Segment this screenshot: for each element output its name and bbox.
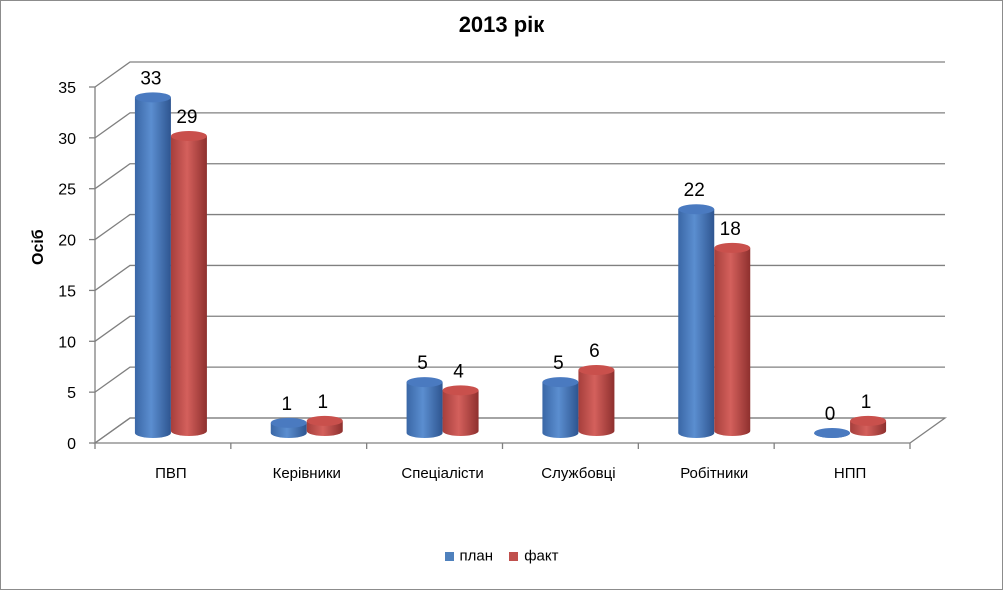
y-tick-label-20: 20: [58, 233, 76, 250]
bar-план-4: [678, 204, 715, 438]
bar-body: [442, 390, 479, 437]
y-tick-label-30: 30: [58, 131, 76, 148]
bar-план-2: [406, 377, 443, 438]
legend-item-plan: план: [444, 547, 494, 565]
x-tick-label-4: Робітники: [680, 465, 748, 482]
bar-факт-2: [442, 385, 479, 437]
data-label-план-2: 5: [417, 353, 428, 374]
y-tick-label-0: 0: [67, 436, 76, 453]
y-tick-label-25: 25: [58, 182, 76, 199]
bar-body: [406, 382, 443, 438]
legend-item-fact: факт: [509, 547, 558, 565]
data-label-план-3: 5: [553, 353, 564, 374]
bar-план-0: [134, 92, 171, 438]
bar-top: [134, 92, 171, 103]
gridline-25: [94, 163, 945, 190]
data-label-план-4: 22: [684, 180, 705, 201]
bar-top: [714, 242, 751, 253]
bars: 33 29 1 1 5 4 5 6 22 18 0 1: [134, 68, 887, 438]
bar-план-3: [542, 377, 579, 438]
bar-top: [170, 131, 207, 142]
data-label-план-5: 0: [825, 404, 836, 425]
data-label-факт-2: 4: [453, 361, 464, 382]
gridline-20: [94, 213, 945, 241]
bar-top: [578, 364, 615, 375]
y-tick-label-15: 15: [58, 283, 76, 300]
bar-top: [850, 415, 887, 426]
bar-план-5: [814, 428, 851, 438]
x-tick-label-5: НПП: [834, 465, 866, 482]
legend-label-plan: план: [459, 547, 494, 565]
bar-факт-0: [170, 131, 207, 437]
data-label-план-1: 1: [281, 394, 292, 415]
bar-body: [134, 97, 171, 438]
data-label-факт-1: 1: [317, 392, 328, 413]
x-tick-label-0: ПВП: [155, 465, 187, 482]
bar-body: [170, 136, 207, 437]
data-label-факт-4: 18: [720, 219, 741, 240]
legend-swatch-fact: [509, 551, 519, 561]
bar-факт-3: [578, 364, 615, 437]
x-tick-label-1: Керівники: [273, 465, 341, 482]
legend: план факт: [0, 547, 1003, 565]
gridline-10: [94, 315, 945, 342]
bar-body: [714, 247, 751, 437]
data-label-план-0: 33: [140, 68, 161, 89]
bar-план-1: [270, 417, 307, 438]
bar-body: [678, 209, 715, 438]
gridlines: [94, 61, 945, 444]
bar-top: [270, 417, 307, 428]
bar-body: [578, 369, 615, 437]
bar-top: [406, 377, 443, 388]
y-tick-label-10: 10: [58, 334, 76, 351]
gridline-30: [94, 112, 945, 139]
bar-факт-4: [714, 242, 751, 437]
bar-факт-5: [850, 415, 887, 437]
bar-факт-1: [306, 415, 343, 437]
data-label-факт-0: 29: [176, 107, 197, 128]
x-tick-label-3: Службовці: [541, 465, 615, 482]
y-tick-label-5: 5: [67, 385, 76, 402]
gridline-5: [94, 366, 945, 393]
gridline-15: [94, 264, 945, 291]
chart-title: 2013 рік: [458, 12, 545, 37]
data-label-факт-5: 1: [861, 392, 872, 413]
gridline-35: [94, 61, 945, 88]
x-tick-label-2: Спеціалісти: [401, 465, 483, 482]
bar-top: [678, 204, 715, 215]
y-tick-label-35: 35: [58, 80, 76, 97]
data-label-факт-3: 6: [589, 341, 600, 362]
legend-label-fact: факт: [524, 547, 559, 565]
bar-top: [814, 428, 851, 438]
bar-body: [542, 382, 579, 438]
bar-top: [306, 415, 343, 426]
legend-swatch-plan: [444, 551, 454, 561]
bar-top: [542, 377, 579, 388]
bar-top: [442, 385, 479, 396]
